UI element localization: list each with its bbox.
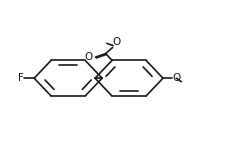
Text: O: O <box>172 73 180 83</box>
Text: O: O <box>113 37 121 47</box>
Text: F: F <box>18 73 24 83</box>
Text: O: O <box>84 52 93 62</box>
